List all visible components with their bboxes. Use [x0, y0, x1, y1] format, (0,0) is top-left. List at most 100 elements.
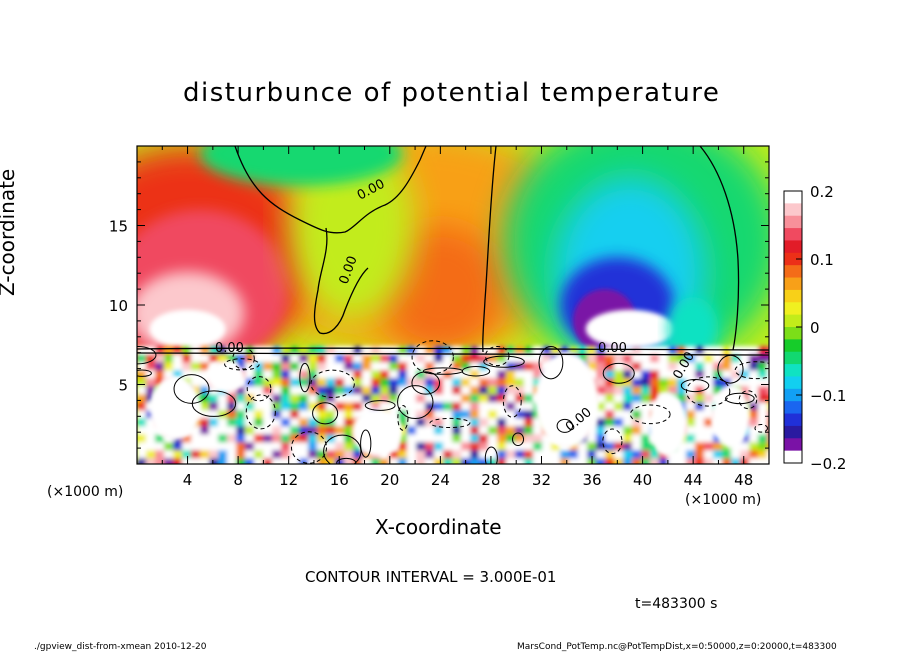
turbulent-cell	[596, 450, 610, 459]
turbulent-cell	[677, 450, 687, 460]
turbulent-cell	[614, 370, 627, 382]
turbulent-cell	[515, 394, 527, 406]
turbulent-cell	[623, 386, 636, 399]
turbulent-cell	[731, 346, 743, 356]
turbulent-cell	[560, 450, 575, 459]
turbulent-cell	[749, 442, 764, 452]
turbulent-cell	[533, 426, 546, 436]
turbulent-cell	[353, 346, 365, 357]
colorbar-cell	[784, 376, 802, 390]
turbulent-cell	[443, 402, 456, 411]
turbulent-cell	[272, 434, 284, 443]
contour-loop	[429, 417, 471, 429]
turbulent-cell	[722, 362, 732, 371]
turbulent-cell	[533, 362, 544, 374]
turbulent-cell	[236, 426, 250, 438]
turbulent-cell	[470, 378, 483, 388]
turbulent-cell	[758, 442, 769, 452]
colorbar-cell	[784, 351, 802, 365]
turbulent-cell	[650, 458, 665, 464]
turbulent-cell	[416, 410, 427, 419]
turbulent-cell	[353, 378, 365, 389]
turbulent-cell	[632, 426, 646, 435]
turbulent-cell	[353, 394, 367, 405]
turbulent-cell	[497, 346, 512, 356]
turbulent-cell	[695, 410, 707, 422]
turbulent-cell	[506, 362, 516, 373]
turbulent-cell	[245, 378, 260, 387]
turbulent-cell	[227, 418, 240, 430]
turbulent-cell	[281, 402, 293, 413]
turbulent-cell	[200, 402, 210, 413]
turbulent-cell	[470, 450, 481, 460]
turbulent-cell	[254, 410, 267, 421]
turbulent-cell	[506, 346, 521, 357]
turbulent-cell	[497, 410, 512, 422]
contour-loop	[734, 361, 769, 380]
turbulent-cell	[416, 354, 431, 364]
turbulent-cell	[272, 450, 282, 463]
turbulent-cell	[164, 458, 175, 464]
turbulent-cell	[245, 426, 260, 438]
field-blob	[667, 297, 719, 361]
turbulent-cell	[182, 450, 196, 462]
turbulent-cell	[308, 442, 323, 453]
contour-loop	[483, 355, 525, 368]
turbulent-cell	[560, 442, 575, 454]
turbulent-cell	[236, 354, 251, 366]
turbulent-cell	[686, 362, 698, 371]
turbulent-cell	[443, 386, 454, 396]
turbulent-cell	[515, 362, 529, 371]
turbulent-cell	[749, 346, 760, 359]
turbulent-cell	[155, 370, 168, 383]
turbulent-cell	[434, 458, 446, 464]
turbulent-cell	[308, 386, 322, 395]
turbulent-cell	[281, 450, 296, 461]
turbulent-cell	[272, 346, 284, 357]
turbulent-cell	[335, 394, 348, 405]
turbulent-cell	[704, 346, 715, 357]
colorbar-cell	[784, 289, 802, 303]
turbulent-cell	[281, 418, 295, 427]
turbulent-cell	[335, 386, 349, 398]
turbulent-cell	[236, 378, 250, 389]
turbulent-cell	[461, 442, 473, 454]
turbulent-cell	[326, 410, 337, 421]
contour-loop	[232, 347, 255, 370]
turbulent-cell	[506, 418, 520, 429]
turbulent-cell	[740, 386, 752, 396]
turbulent-cell	[623, 418, 635, 428]
turbulent-cell	[335, 362, 346, 371]
turbulent-cell	[416, 442, 428, 452]
colorbar-label: 0	[810, 319, 820, 337]
turbulent-cell	[488, 450, 500, 460]
turbulent-cell	[731, 354, 743, 363]
contour-loop	[538, 346, 564, 380]
turbulent-cell	[272, 394, 284, 405]
turbulent-cell	[425, 346, 440, 355]
turbulent-cell	[407, 370, 419, 382]
turbulent-cell	[551, 450, 564, 460]
turbulent-cell	[209, 426, 224, 439]
turbulent-cell	[461, 386, 476, 398]
turbulent-cell	[290, 442, 304, 454]
turbulent-cell	[272, 386, 286, 396]
turbulent-cell	[443, 378, 458, 389]
turbulent-cell	[596, 426, 611, 436]
turbulent-cell	[497, 378, 507, 387]
turbulent-cell	[758, 402, 769, 411]
turbulent-cell	[641, 362, 652, 374]
turbulent-cell	[740, 362, 755, 374]
turbulent-cell	[668, 370, 678, 380]
turbulent-cell	[173, 442, 185, 454]
turbulent-cell	[416, 434, 429, 443]
turbulent-cell	[650, 450, 664, 461]
turbulent-cell	[245, 370, 258, 382]
turbulent-cell	[353, 362, 363, 374]
turbulent-cell	[731, 378, 744, 388]
turbulent-cell	[371, 362, 385, 375]
turbulent-cell	[371, 386, 381, 395]
turbulent-cell	[353, 402, 367, 411]
turbulent-cell	[425, 458, 436, 464]
turbulent-cell	[272, 458, 283, 464]
